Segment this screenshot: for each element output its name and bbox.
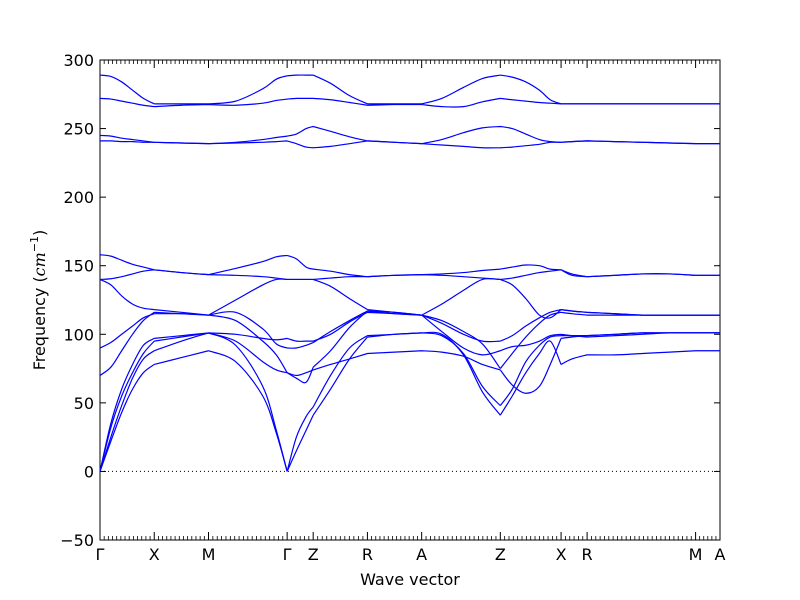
x-tick-label: M [689,545,703,564]
y-tick-label: 200 [63,188,94,207]
x-tick-label: A [715,545,726,564]
y-tick-label: 250 [63,120,94,139]
x-tick-label: M [202,545,216,564]
x-tick-label: A [416,545,427,564]
x-tick-label: R [362,545,373,564]
branch-line-3 [99,331,720,472]
y-tick-label: 100 [63,325,94,344]
plot-frame [99,59,721,541]
y-tick-label: 300 [63,51,94,70]
branch-line-11 [99,125,720,145]
y-tick-label: 50 [74,394,94,413]
x-tick-label: Γ [96,545,105,564]
x-tick-label: Z [495,545,506,564]
x-tick-label: Γ [283,545,292,564]
y-tick-label: 150 [63,257,94,276]
x-tick-label: Z [308,545,319,564]
y-axis-title-prefix: Frequency ( [30,276,49,370]
branch-line-9 [99,254,720,278]
x-axis-title: Wave vector [360,570,460,589]
branch-line-13 [99,74,720,105]
plot-area [99,59,721,541]
phonon-branches [99,74,720,472]
y-axis: −50 0 50 100 150 200 250 300 [60,51,720,550]
y-axis-title: Frequency (cm−1) [28,230,49,371]
y-axis-title-suffix: ) [30,230,49,236]
x-tick-label: R [582,545,593,564]
plot-background [100,60,720,540]
y-tick-label: 0 [84,462,94,481]
x-tick-label: X [149,545,160,564]
x-tick-label: X [556,545,567,564]
y-axis-title-unit: cm [30,252,49,276]
y-tick-label: −50 [60,531,94,550]
branch-line-4 [99,332,720,472]
y-axis-title-exponent: −1 [28,236,41,252]
